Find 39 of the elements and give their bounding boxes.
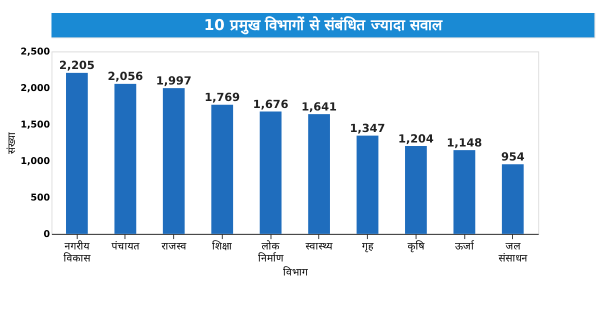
x-tick-label: पंचायत [111, 240, 140, 252]
y-tick-label: 1,000 [20, 156, 51, 168]
y-axis-title: संख्या [6, 132, 18, 154]
bar [356, 136, 378, 234]
x-axis-title: विभाग [282, 266, 308, 279]
bar [308, 114, 330, 234]
y-tick-label: 2,000 [20, 83, 51, 94]
data-label: 1,641 [301, 100, 337, 114]
y-tick-label: 2,500 [20, 46, 51, 58]
data-label: 954 [501, 150, 525, 164]
bar [66, 72, 88, 234]
chart-title: 10 प्रमुख विभागों से संबंधित ज्यादा सवाल [204, 16, 443, 35]
x-tick-label: शिक्षा [212, 239, 232, 252]
data-label: 1,148 [446, 136, 482, 150]
x-tick-label: स्वास्थ्य [306, 240, 334, 252]
bar [260, 112, 282, 234]
x-tick-label: कृषि [407, 239, 426, 252]
bar [502, 164, 524, 234]
bar [211, 104, 234, 234]
x-tick-label: जल संसाधन [498, 240, 528, 265]
y-tick-label: 0 [44, 229, 51, 240]
bar [405, 146, 427, 234]
y-tick-label: 1,500 [20, 120, 51, 131]
x-tick-label: गृह [362, 240, 374, 252]
data-label: 2,056 [108, 70, 144, 84]
bar [453, 150, 476, 234]
data-label: 1,997 [156, 74, 192, 88]
x-tick-label: लोक निर्माण [258, 239, 284, 265]
x-tick-label: ऊर्जा [454, 239, 475, 252]
x-tick-label: नगरीय विकास [63, 239, 92, 265]
data-label: 1,347 [350, 122, 386, 135]
data-label: 1,676 [252, 98, 289, 111]
bar [114, 84, 136, 234]
bar [162, 88, 185, 234]
data-label: 2,205 [59, 59, 95, 72]
y-tick-label: 500 [30, 192, 51, 204]
data-label: 1,769 [204, 91, 240, 104]
x-tick-label: राजस्व [161, 240, 186, 252]
data-label: 1,204 [398, 132, 434, 146]
